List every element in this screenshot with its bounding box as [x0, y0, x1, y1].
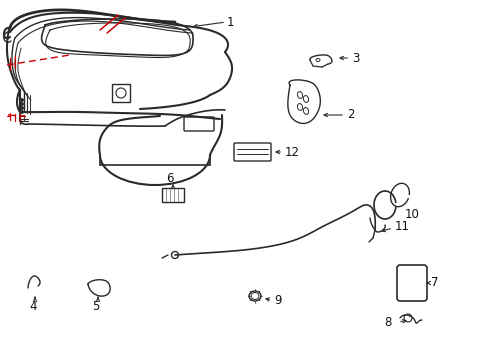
Text: 3: 3	[351, 51, 359, 64]
Text: 8: 8	[384, 316, 391, 329]
Text: 5: 5	[92, 301, 100, 314]
Text: 7: 7	[430, 276, 438, 289]
Text: 10: 10	[404, 208, 419, 221]
Text: 12: 12	[285, 145, 299, 158]
Text: 4: 4	[29, 301, 37, 314]
Ellipse shape	[20, 107, 23, 109]
Text: 1: 1	[226, 15, 234, 28]
Ellipse shape	[20, 99, 23, 101]
Text: 6: 6	[166, 172, 173, 185]
Text: 11: 11	[394, 220, 409, 234]
Ellipse shape	[20, 111, 23, 113]
Text: 2: 2	[346, 108, 354, 122]
Text: 9: 9	[273, 293, 281, 306]
Ellipse shape	[20, 103, 23, 105]
